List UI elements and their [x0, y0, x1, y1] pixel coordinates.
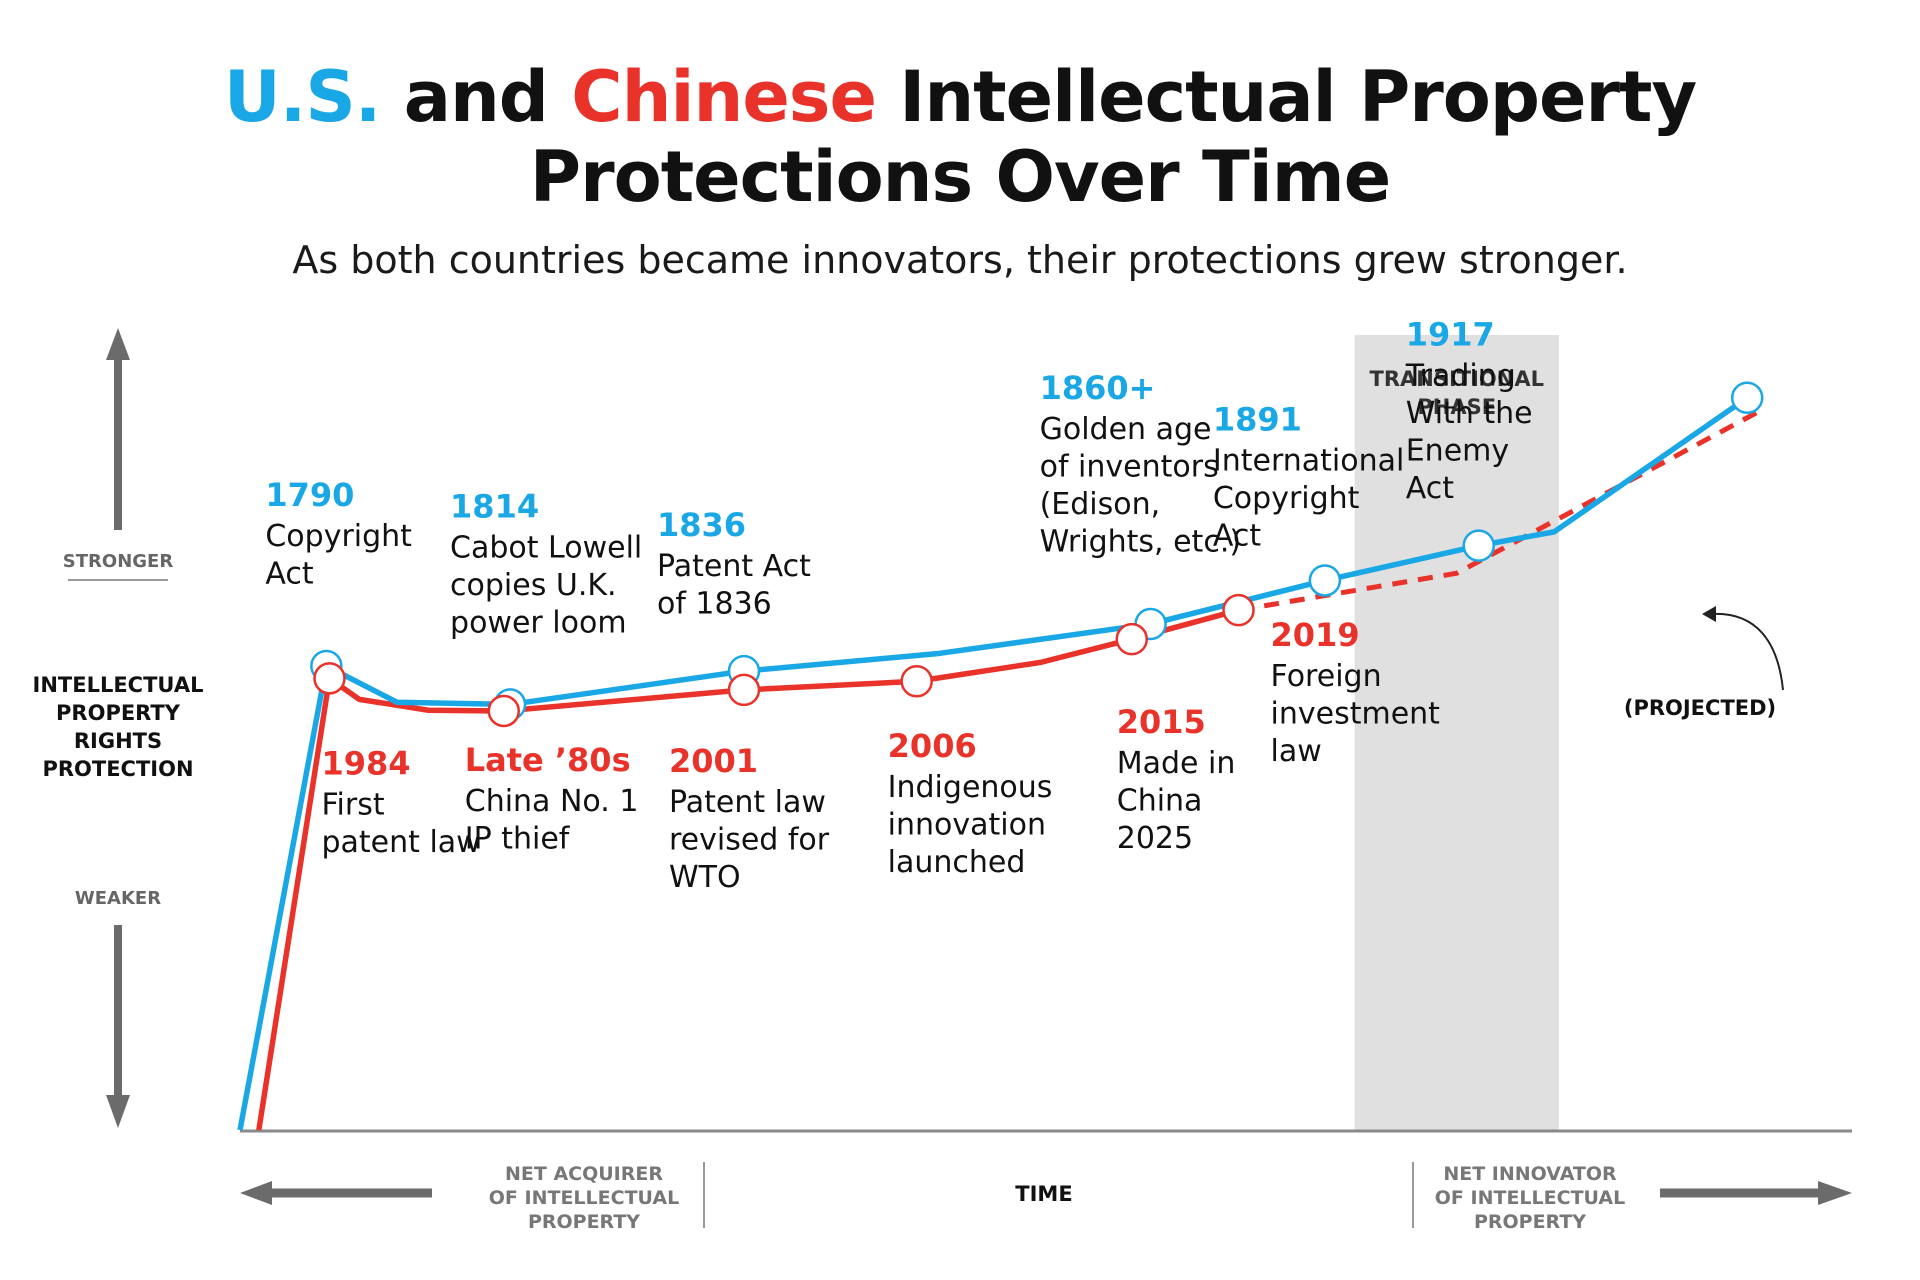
- y-axis-title: INTELLECTUAL: [33, 673, 204, 697]
- x-axis-acquirer-label: PROPERTY: [528, 1211, 640, 1233]
- us-series-line: [237, 395, 1749, 1131]
- projected-arrow-head-icon: [1702, 606, 1716, 622]
- x-axis-innovator-label: PROPERTY: [1474, 1211, 1586, 1233]
- china-event-label: Patent law: [669, 785, 826, 820]
- china-year-label: Late ’80s: [465, 741, 631, 779]
- us-event-label: With the: [1406, 396, 1533, 431]
- china-event-label: investment: [1271, 697, 1441, 732]
- us-year-label: 1790: [265, 476, 354, 514]
- china-event-label: innovation: [888, 808, 1046, 843]
- us-event-label: of 1836: [657, 587, 772, 622]
- x-axis-acquirer-label: NET ACQUIRER: [505, 1163, 663, 1185]
- china-year-label: 2019: [1271, 616, 1360, 654]
- china-data-point: [1115, 622, 1149, 656]
- china-event-label: China No. 1: [465, 784, 639, 819]
- china-year-label: 2001: [669, 742, 758, 780]
- x-axis-acquirer-label: OF INTELLECTUAL: [489, 1187, 679, 1209]
- china-event-label: patent law: [321, 825, 480, 860]
- china-year-label: 2006: [888, 727, 977, 765]
- us-event-label: Copyright: [1213, 481, 1360, 516]
- us-event-label: Enemy: [1406, 434, 1509, 469]
- left-arrow-icon: [240, 1181, 272, 1205]
- china-projected-line: [1238, 407, 1765, 613]
- us-year-label: 1891: [1213, 400, 1302, 438]
- us-event-label: Copyright: [265, 519, 412, 554]
- china-data-point: [727, 673, 761, 707]
- us-data-point: [1462, 529, 1495, 562]
- us-year-label: 1814: [450, 487, 539, 525]
- china-series-line: [256, 607, 1240, 1131]
- china-year-label: 1984: [321, 744, 410, 782]
- us-event-label: power loom: [450, 605, 627, 640]
- y-axis-weaker-label: WEAKER: [75, 888, 161, 909]
- us-year-label: 1917: [1406, 316, 1495, 354]
- us-event-label: Patent Act: [657, 549, 811, 584]
- chart-subtitle: As both countries became innovators, the…: [292, 238, 1628, 282]
- us-event-label: (Edison,: [1040, 487, 1161, 522]
- title-us-word: U.S.: [223, 56, 381, 138]
- china-event-label: First: [321, 787, 384, 822]
- us-year-label: 1860+: [1040, 369, 1156, 407]
- right-arrow-icon: [1818, 1181, 1852, 1205]
- china-event-label: law: [1271, 734, 1322, 769]
- china-event-label: launched: [888, 845, 1026, 880]
- china-event-label: China: [1117, 784, 1203, 819]
- us-event-label: Trading: [1405, 359, 1516, 394]
- title-chinese-word: Chinese: [571, 56, 877, 138]
- chart-title-line-1: U.S. and Chinese Intellectual Property: [0, 58, 1920, 136]
- us-event-label: Act: [1213, 518, 1261, 553]
- china-event-label: Indigenous: [888, 770, 1053, 805]
- chart-title-line-2: Protections Over Time: [529, 136, 1391, 218]
- us-data-point: [1730, 381, 1764, 414]
- us-event-label: Act: [265, 557, 313, 592]
- china-event-label: revised for: [669, 822, 830, 857]
- y-axis-title: PROPERTY: [56, 701, 181, 725]
- up-arrow-icon: [106, 328, 130, 360]
- us-event-label: Act: [1406, 471, 1454, 506]
- china-data-point: [1222, 593, 1255, 627]
- china-data-point: [313, 662, 346, 695]
- transitional-phase-region: [1354, 335, 1559, 1130]
- title-rest: Intellectual Property: [875, 56, 1697, 138]
- us-event-label: International: [1213, 443, 1404, 478]
- us-year-label: 1836: [657, 506, 746, 544]
- us-event-label: of inventors: [1040, 449, 1219, 484]
- china-event-label: 2025: [1117, 821, 1193, 856]
- title-and-word: and: [380, 56, 572, 138]
- x-axis-innovator-label: OF INTELLECTUAL: [1435, 1187, 1625, 1209]
- china-data-point: [487, 694, 521, 728]
- y-axis-title: RIGHTS: [74, 729, 162, 753]
- us-event-label: copies U.K.: [450, 568, 617, 603]
- transitional-phase-label: PHASE: [1417, 395, 1496, 419]
- china-event-label: IP thief: [465, 821, 571, 856]
- china-data-point: [900, 664, 933, 698]
- y-axis-stronger-label: STRONGER: [63, 551, 174, 572]
- transitional-phase-label: TRANSITIONAL: [1370, 367, 1544, 391]
- down-arrow-icon: [106, 1095, 130, 1128]
- china-event-label: Foreign: [1271, 659, 1382, 694]
- y-axis-title: PROTECTION: [42, 757, 193, 781]
- projected-arrow: [1711, 612, 1784, 691]
- projected-label: (PROJECTED): [1624, 696, 1776, 720]
- china-event-label: WTO: [669, 860, 741, 895]
- china-year-label: 2015: [1117, 703, 1206, 741]
- us-event-label: Golden age: [1040, 412, 1212, 447]
- china-event-label: Made in: [1117, 746, 1236, 781]
- x-axis-time-label: TIME: [1015, 1182, 1072, 1206]
- us-data-point: [1308, 564, 1342, 597]
- us-event-label: Wrights, etc.): [1040, 524, 1241, 559]
- us-event-label: Cabot Lowell: [450, 530, 642, 565]
- x-axis-innovator-label: NET INNOVATOR: [1443, 1163, 1617, 1185]
